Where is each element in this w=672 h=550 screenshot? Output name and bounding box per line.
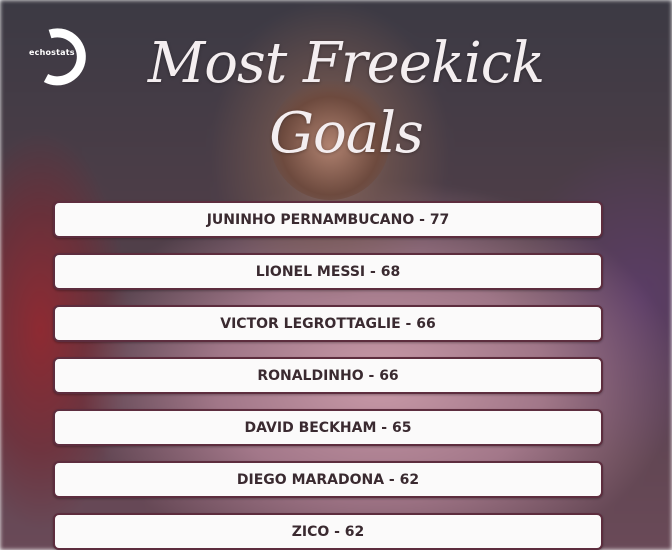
ranking-row: LIONEL MESSI - 68	[53, 253, 603, 290]
ranking-row: VICTOR LEGROTTAGLIE - 66	[53, 305, 603, 342]
ranking-row: ZICO - 62	[53, 513, 603, 550]
ranking-row: RONALDINHO - 66	[53, 357, 603, 394]
title-line-1: Most Freekick	[147, 31, 545, 96]
player-photo	[270, 80, 390, 200]
logo-icon	[43, 28, 86, 86]
ranking-row: DIEGO MARADONA - 62	[53, 461, 603, 498]
ranking-row: DAVID BECKHAM - 65	[53, 409, 603, 446]
title-line-2: Goals	[269, 101, 423, 166]
ranking-row: JUNINHO PERNAMBUCANO - 77	[53, 201, 603, 238]
logo-text: echostats	[29, 48, 75, 57]
